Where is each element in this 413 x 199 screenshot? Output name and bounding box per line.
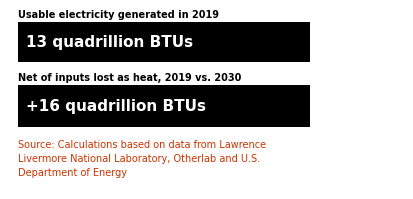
Text: +16 quadrillion BTUs: +16 quadrillion BTUs — [26, 99, 206, 113]
FancyBboxPatch shape — [18, 22, 309, 62]
Text: 13 quadrillion BTUs: 13 quadrillion BTUs — [26, 34, 192, 50]
FancyBboxPatch shape — [18, 85, 309, 127]
Text: Net of inputs lost as heat, 2019 vs. 2030: Net of inputs lost as heat, 2019 vs. 203… — [18, 73, 241, 83]
Text: Source: Calculations based on data from Lawrence
Livermore National Laboratory, : Source: Calculations based on data from … — [18, 140, 266, 178]
Text: Usable electricity generated in 2019: Usable electricity generated in 2019 — [18, 10, 218, 20]
